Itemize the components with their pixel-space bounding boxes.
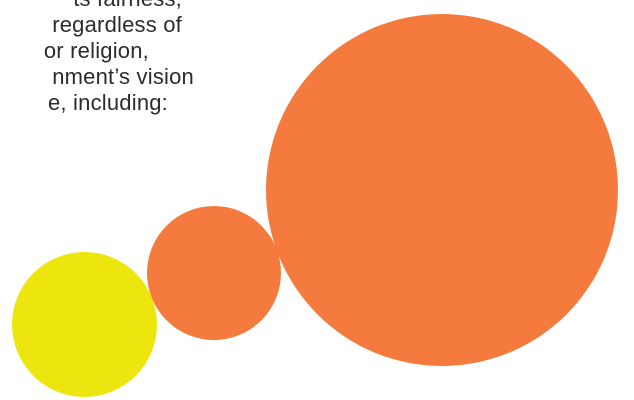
- text-line-2: regardless of: [52, 12, 182, 37]
- text-line-4: nment’s vision: [52, 64, 194, 89]
- orange-circle-large: [266, 14, 618, 366]
- text-line-5: e, including:: [47, 90, 168, 115]
- text-line-1: ts fairness,: [73, 0, 182, 12]
- text-line-3: or religion,: [43, 38, 149, 63]
- orange-circle-medium: [147, 206, 281, 340]
- yellow-circle: [12, 252, 157, 397]
